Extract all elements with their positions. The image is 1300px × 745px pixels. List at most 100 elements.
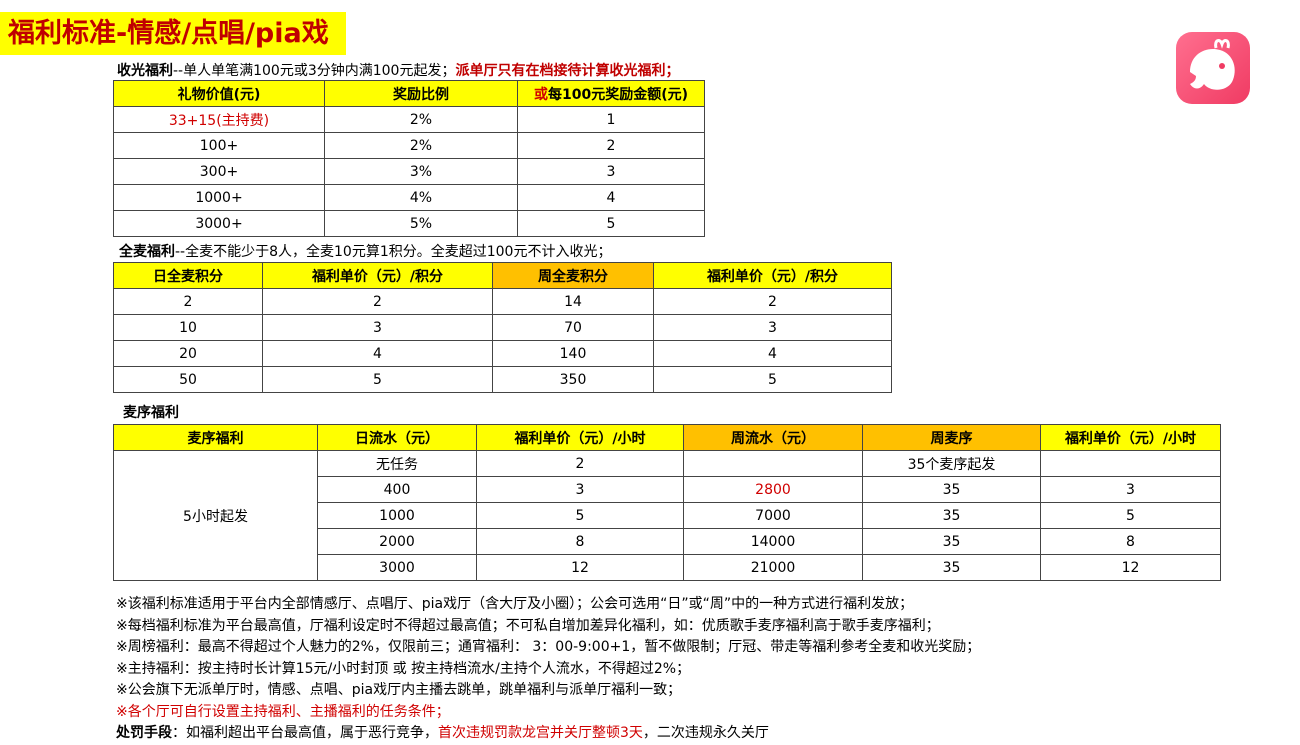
table-row: 50 5 350 5 bbox=[113, 366, 892, 393]
table-cell: 35 bbox=[862, 554, 1041, 581]
table-cell: 35 bbox=[862, 528, 1041, 555]
table-cell: 4 bbox=[517, 184, 705, 211]
section-desc: --单人单笔满100元或3分钟内满100元起发； bbox=[173, 63, 456, 79]
table-cell: 140 bbox=[492, 340, 654, 367]
table-cell: 400 bbox=[317, 476, 477, 503]
table-cell: 3000 bbox=[317, 554, 477, 581]
section-label: 收光福利 bbox=[117, 63, 173, 79]
table-row: 400 3 2800 35 3 bbox=[114, 476, 1221, 503]
table-cell: 33+15(主持费) bbox=[113, 106, 325, 133]
table-cell: 2800 bbox=[683, 476, 863, 503]
note: ※周榜福利：最高不得超过个人魅力的2%，仅限前三；通宵福利： 3：00-9:00… bbox=[116, 639, 981, 655]
table-cell: 70 bbox=[492, 314, 654, 341]
table-cell: 14 bbox=[492, 288, 654, 315]
maixu-table: 麦序福利 日流水（元） 福利单价（元）/小时 周流水（元） 周麦序 福利单价（元）/小时 … bbox=[113, 424, 1221, 581]
table-row: 100+ 2% 2 bbox=[113, 132, 705, 159]
note: ※各个厅可自行设置主持福利、主播福利的任务条件； bbox=[116, 703, 450, 720]
note: ※主持福利：按主持时长计算15元/小时封顶 或 按主持档流水/主持个人流水，不得… bbox=[116, 660, 691, 677]
table-cell: 5 bbox=[653, 366, 892, 393]
table-cell: 5% bbox=[324, 210, 518, 237]
header-cell: 麦序福利 bbox=[113, 424, 318, 451]
notes: ※该福利标准适用于平台内全部情感厅、点唱厅、pia戏厅（含大厅及小圈）；公会可选… bbox=[116, 594, 980, 745]
table-row: 3000 12 21000 35 12 bbox=[114, 554, 1221, 581]
table-cell: 2000 bbox=[317, 528, 477, 555]
table-cell: 5 bbox=[1040, 502, 1221, 529]
table-cell: 2 bbox=[113, 288, 263, 315]
table-cell: 10 bbox=[113, 314, 263, 341]
table-cell: 3 bbox=[517, 158, 705, 185]
header-cell: 日全麦积分 bbox=[113, 262, 263, 289]
table-cell: 35个麦序起发 bbox=[862, 450, 1041, 477]
table-cell: 4% bbox=[324, 184, 518, 211]
table-cell: 5 bbox=[517, 210, 705, 237]
page-title: 福利标准-情感/点唱/pia戏 bbox=[0, 12, 346, 55]
header-cell: 周流水（元） bbox=[683, 424, 863, 451]
table-cell bbox=[683, 450, 863, 477]
table-cell: 4 bbox=[653, 340, 892, 367]
table-cell: 8 bbox=[1040, 528, 1221, 555]
header-cell: 日流水（元） bbox=[317, 424, 477, 451]
section-label: 全麦福利 bbox=[119, 244, 175, 260]
header-cell: 福利单价（元）/小时 bbox=[1040, 424, 1221, 451]
section-desc: --全麦不能少于8人，全麦10元算1积分。全麦超过100元不计入收光； bbox=[175, 244, 612, 260]
table-row: 300+ 3% 3 bbox=[113, 158, 705, 185]
table-cell: 12 bbox=[1040, 554, 1221, 581]
table-cell bbox=[1040, 450, 1221, 477]
table-row: 10 3 70 3 bbox=[113, 314, 892, 341]
header-cell: 福利单价（元）/积分 bbox=[653, 262, 892, 289]
header-cell: 周全麦积分 bbox=[492, 262, 654, 289]
table-cell: 3% bbox=[324, 158, 518, 185]
table-cell: 5 bbox=[262, 366, 493, 393]
table-cell: 35 bbox=[862, 502, 1041, 529]
table-row: 1000+ 4% 4 bbox=[113, 184, 705, 211]
table-cell: 300+ bbox=[113, 158, 325, 185]
header-cell: 或每100元奖励金额(元) bbox=[517, 80, 705, 107]
table-row: 2000 8 14000 35 8 bbox=[114, 528, 1221, 555]
table-cell: 2 bbox=[262, 288, 493, 315]
header-cell: 礼物价值(元) bbox=[113, 80, 325, 107]
table-cell: 4 bbox=[262, 340, 493, 367]
header-cell: 福利单价（元）/小时 bbox=[476, 424, 684, 451]
shouguang-table: 礼物价值(元) 奖励比例 或每100元奖励金额(元) 33+15(主持费) 2% 1 10… bbox=[113, 80, 705, 237]
header-cell: 周麦序 bbox=[862, 424, 1041, 451]
quanmai-caption: 全麦福利--全麦不能少于8人，全麦10元算1积分。全麦超过100元不计入收光； bbox=[119, 241, 611, 261]
table-cell: 2% bbox=[324, 132, 518, 159]
note: ※公会旗下无派单厅时，情感、点唱、pia戏厅内主播去跳单，跳单福利与派单厅福利一… bbox=[116, 682, 682, 698]
merged-cell: 5小时起发 bbox=[113, 450, 318, 581]
whale-app-logo-icon bbox=[1176, 32, 1250, 104]
table-cell: 2% bbox=[324, 106, 518, 133]
table-row: 2 2 14 2 bbox=[113, 288, 892, 315]
table-cell: 20 bbox=[113, 340, 263, 367]
table-cell: 21000 bbox=[683, 554, 863, 581]
maixu-caption: 麦序福利 bbox=[123, 405, 179, 421]
note: ※每档福利标准为平台最高值，厅福利设定时不得超过最高值；不可私自增加差异化福利，… bbox=[116, 617, 940, 634]
table-cell: 3000+ bbox=[113, 210, 325, 237]
shouguang-caption: 收光福利--单人单笔满100元或3分钟内满100元起发；派单厅只有在档接待计算收… bbox=[117, 60, 679, 80]
table-row: 3000+ 5% 5 bbox=[113, 210, 705, 237]
section-note: 派单厅只有在档接待计算收光福利； bbox=[455, 63, 680, 79]
table-cell: 1000+ bbox=[113, 184, 325, 211]
table-cell: 2 bbox=[476, 450, 684, 477]
quanmai-table: 日全麦积分 福利单价（元）/积分 周全麦积分 福利单价（元）/积分 2 2 14 2 10 3 7… bbox=[113, 262, 892, 393]
table-row: 33+15(主持费) 2% 1 bbox=[113, 106, 705, 133]
table-cell: 无任务 bbox=[317, 450, 477, 477]
table-cell: 7000 bbox=[683, 502, 863, 529]
table-cell: 3 bbox=[653, 314, 892, 341]
note: ※该福利标准适用于平台内全部情感厅、点唱厅、pia戏厅（含大厅及小圈）；公会可选… bbox=[116, 596, 914, 612]
table-cell: 50 bbox=[113, 366, 263, 393]
header-cell: 福利单价（元）/积分 bbox=[262, 262, 493, 289]
table-cell: 100+ bbox=[113, 132, 325, 159]
table-cell: 8 bbox=[476, 528, 684, 555]
table-cell: 2 bbox=[653, 288, 892, 315]
table-row: 5小时起发 无任务 2 35个麦序起发 bbox=[113, 450, 1221, 581]
penalty: 处罚手段：如福利超出平台最高值，属于恶行竞争，首次违规罚款龙宫并关厅整顿3天，二… bbox=[116, 725, 769, 741]
table-cell: 350 bbox=[492, 366, 654, 393]
table-cell: 35 bbox=[862, 476, 1041, 503]
table-cell: 1 bbox=[517, 106, 705, 133]
table-cell: 12 bbox=[476, 554, 684, 581]
table-cell: 3 bbox=[476, 476, 684, 503]
table-cell: 1000 bbox=[317, 502, 477, 529]
table-cell: 3 bbox=[262, 314, 493, 341]
table-cell: 5 bbox=[476, 502, 684, 529]
table-cell: 2 bbox=[517, 132, 705, 159]
